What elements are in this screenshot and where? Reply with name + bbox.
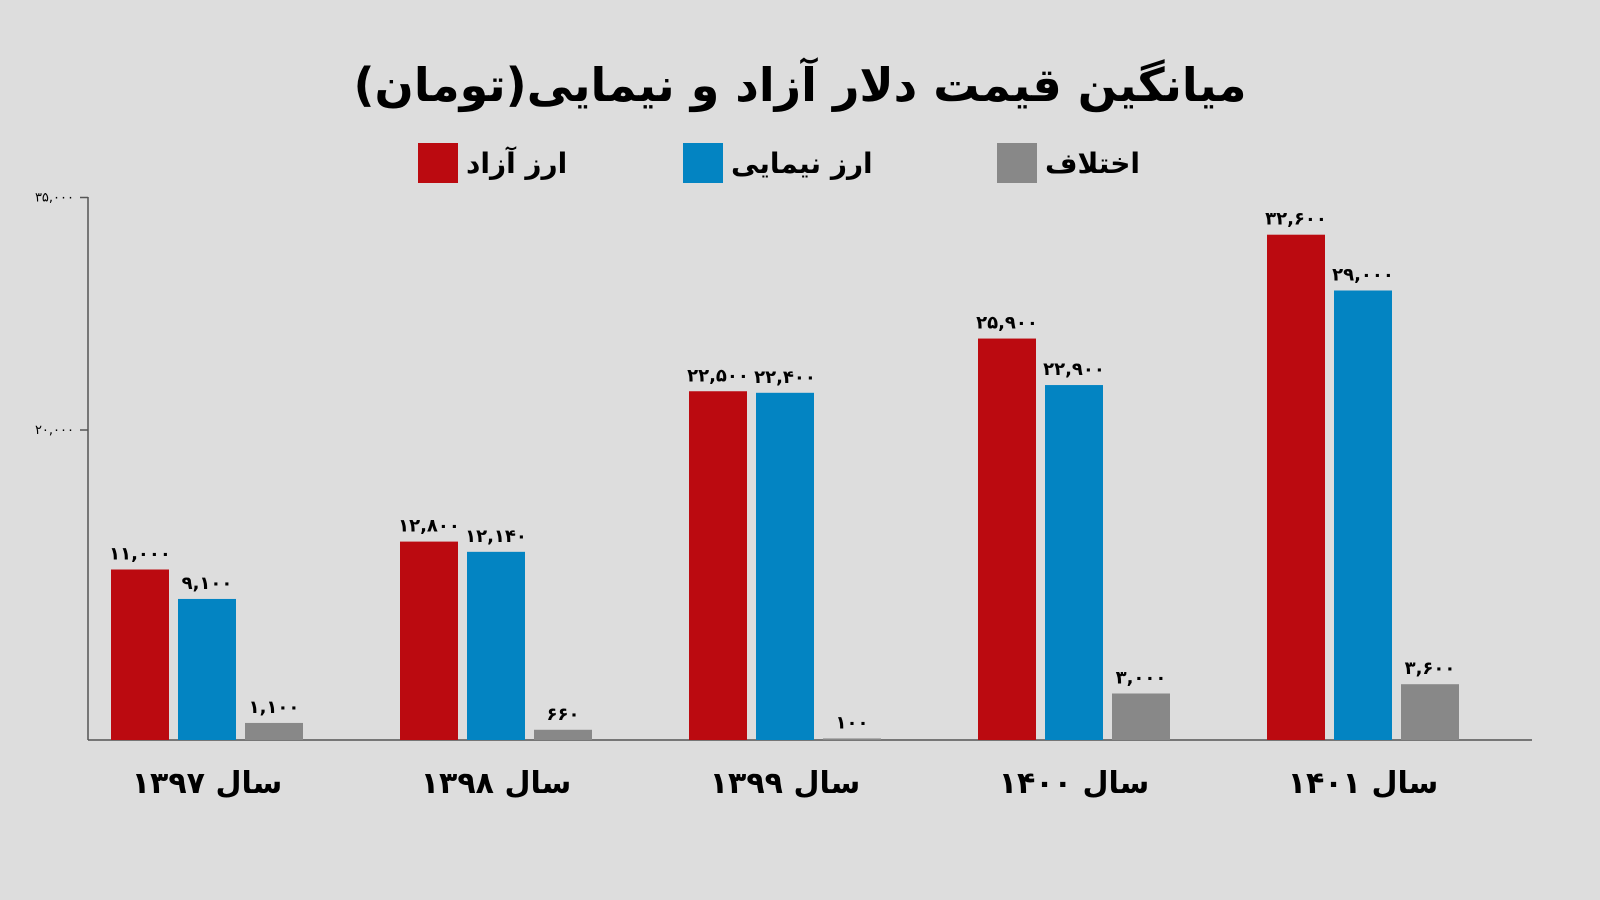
legend-item-diff: اختلاف (997, 142, 1140, 184)
x-category-label: سال ۱۳۹۸ (421, 766, 572, 801)
bar (534, 729, 592, 740)
bar (978, 338, 1036, 740)
bar (178, 598, 236, 740)
legend-item-nima: ارز نیمایی (683, 142, 873, 184)
y-tick-label: ۲۰,۰۰۰ (35, 423, 74, 438)
data-label: ۱۲,۸۰۰ (398, 516, 460, 537)
bar (756, 392, 814, 740)
bar (823, 738, 881, 740)
x-category-label: سال ۱۴۰۱ (1288, 766, 1439, 801)
bar (467, 551, 525, 740)
bar (689, 391, 747, 740)
legend-item-free: ارز آزاد (418, 142, 567, 184)
x-category-label: سال ۱۳۹۷ (132, 766, 283, 801)
data-label: ۱۲,۱۴۰ (465, 526, 527, 547)
data-label: ۱۱,۰۰۰ (109, 544, 171, 565)
data-label: ۹,۱۰۰ (182, 573, 233, 594)
bar (245, 722, 303, 740)
data-label: ۲۵,۹۰۰ (976, 313, 1038, 334)
data-label: ۱۰۰ (836, 712, 869, 733)
bar (1401, 684, 1459, 740)
bar (400, 541, 458, 740)
y-tick-label: ۳۵,۰۰۰ (35, 191, 74, 206)
legend-label-diff: اختلاف (1045, 146, 1140, 180)
legend-swatch-free (418, 143, 458, 183)
x-category-label: سال ۱۳۹۹ (710, 766, 861, 801)
bar (111, 569, 169, 740)
data-label: ۲۲,۴۰۰ (754, 367, 816, 388)
data-label: ۲۲,۹۰۰ (1043, 359, 1105, 380)
x-category-label: سال ۱۴۰۰ (999, 766, 1150, 801)
legend-swatch-diff (997, 143, 1037, 183)
bar (1112, 693, 1170, 740)
data-label: ۳,۶۰۰ (1405, 658, 1456, 679)
data-label: ۳,۰۰۰ (1116, 668, 1167, 689)
chart-title: میانگین قیمت دلار آزاد و نیمایی(تومان) (353, 58, 1247, 112)
legend-label-free: ارز آزاد (466, 146, 568, 180)
data-label: ۱,۱۰۰ (249, 697, 300, 718)
data-label: ۶۶۰ (547, 704, 580, 725)
legend-swatch-nima (683, 143, 723, 183)
legend-label-nima: ارز نیمایی (731, 146, 873, 180)
bar (1045, 385, 1103, 740)
data-label: ۲۲,۵۰۰ (687, 365, 749, 386)
bar (1267, 234, 1325, 740)
bar (1334, 290, 1392, 740)
data-label: ۳۲,۶۰۰ (1265, 209, 1327, 230)
data-label: ۲۹,۰۰۰ (1332, 265, 1394, 286)
